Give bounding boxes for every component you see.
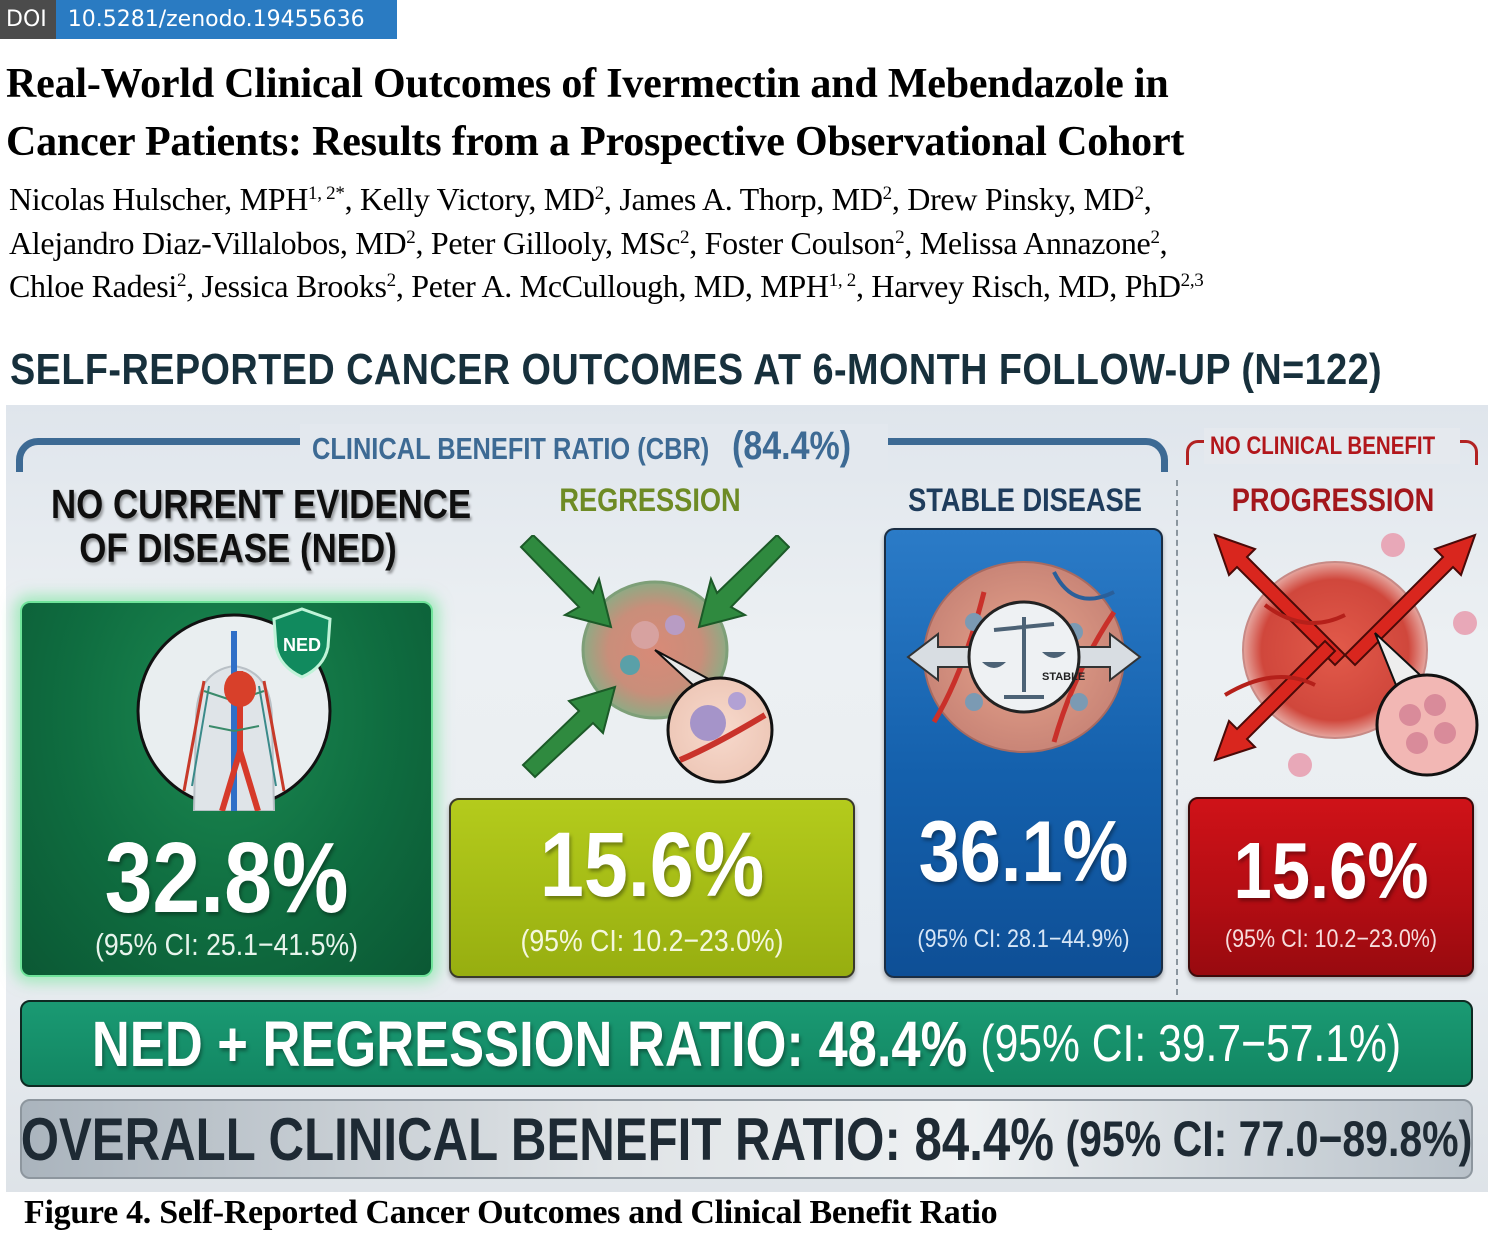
cbr-group-label: CLINICAL BENEFIT RATIO (CBR) (84.4%)	[312, 424, 872, 469]
doi-value[interactable]: 10.5281/zenodo.19455636	[55, 0, 397, 39]
cbr-label-background	[300, 424, 888, 472]
author-affiliation: 2	[1150, 226, 1160, 248]
author-list: Nicolas Hulscher, MPH1, 2*, Kelly Victor…	[9, 181, 1204, 304]
author-affiliation: 2	[176, 270, 187, 291]
author: Melissa Annazone2	[919, 224, 1160, 261]
author-affiliation: 2	[895, 226, 905, 248]
regression-card: 15.6% (95% CI: 10.2−23.0%)	[449, 798, 855, 978]
doi-badge[interactable]: DOI 10.5281/zenodo.19455636	[0, 0, 397, 39]
author: Peter Gillooly, MSc2	[430, 224, 690, 261]
author-affiliation: 2	[882, 183, 893, 204]
author-affiliation: 2	[406, 226, 416, 248]
author-affiliation: 2	[386, 270, 397, 291]
author-affiliation: 1, 2	[828, 270, 857, 291]
ned-regression-label: NED + REGRESSION RATIO: 48.4%	[91, 1007, 968, 1080]
figure-heading: SELF-REPORTED CANCER OUTCOMES AT 6-MONTH…	[10, 345, 1383, 394]
paper-title: Real-World Clinical Outcomes of Ivermect…	[6, 55, 1491, 171]
author: Harvey Risch, MD, PhD2,3	[871, 268, 1204, 304]
overall-cbr-bar: OVERALL CLINICAL BENEFIT RATIO: 84.4% (9…	[20, 1099, 1473, 1179]
author-affiliation: 2	[1134, 183, 1144, 204]
ned-badge-text: NED	[283, 635, 321, 655]
author: Kelly Victory, MD2	[359, 181, 605, 217]
stable-percent: 36.1%	[918, 804, 1129, 900]
doi-label: DOI	[0, 0, 56, 39]
stable-tumor-scale-icon: STABLE	[906, 561, 1142, 753]
progression-ci: (95% CI: 10.2−23.0%)	[1224, 925, 1438, 953]
ned-title-line: NO CURRENT EVIDENCE	[51, 481, 472, 527]
author: Drew Pinsky, MD2	[907, 181, 1144, 217]
ncb-group-label: NO CLINICAL BENEFIT	[1210, 432, 1436, 460]
author-affiliation: 1, 2*	[308, 183, 345, 204]
title-line: Cancer Patients: Results from a Prospect…	[6, 119, 1185, 165]
stable-title: STABLE DISEASE	[908, 482, 1142, 518]
overall-cbr-label: OVERALL CLINICAL BENEFIT RATIO: 84.4%	[20, 1105, 1055, 1173]
author: Jessica Brooks2	[201, 268, 397, 304]
author: Foster Coulson2	[704, 224, 905, 261]
ned-regression-bar: NED + REGRESSION RATIO: 48.4% (95% CI: 3…	[20, 1000, 1473, 1087]
overall-cbr-ci: (95% CI: 77.0−89.8%)	[1065, 1111, 1473, 1167]
author: Alejandro Diaz-Villalobos, MD2	[9, 224, 416, 261]
author-affiliation: 2	[594, 183, 605, 204]
ned-title-line: OF DISEASE (NED)	[79, 525, 397, 571]
ned-ci: (95% CI: 25.1−41.5%)	[94, 927, 359, 962]
author: Nicolas Hulscher, MPH1, 2*	[9, 181, 345, 217]
regression-percent: 15.6%	[539, 814, 765, 916]
group-divider	[1176, 480, 1178, 995]
ned-regression-ci: (95% CI: 39.7−57.1%)	[980, 1014, 1402, 1073]
author: Peter A. McCullough, MD, MPH1, 2	[411, 268, 856, 304]
cbr-label-value: (84.4%)	[732, 424, 852, 468]
ned-title: NO CURRENT EVIDENCE OF DISEASE (NED)	[51, 481, 472, 571]
regression-ci: (95% CI: 10.2−23.0%)	[520, 923, 784, 958]
stable-card: STABLE 36.1% (95% CI: 28.1−44.9%)	[884, 528, 1163, 978]
author-affiliation: 2,3	[1180, 270, 1204, 291]
figure-caption: Figure 4. Self-Reported Cancer Outcomes …	[24, 1194, 998, 1231]
ned-percent: 32.8%	[104, 822, 349, 934]
author: James A. Thorp, MD2	[619, 181, 892, 217]
ned-card: NED 32.8% (95% CI: 25.1−41.5%)	[20, 601, 433, 977]
regression-tumor-icon	[519, 535, 790, 784]
progression-title: PROGRESSION	[1231, 482, 1435, 518]
progression-tumor-icon	[1213, 533, 1479, 777]
stable-badge-text: STABLE	[1042, 671, 1085, 683]
author: Chloe Radesi2	[9, 268, 187, 304]
ned-shield-icon: NED	[272, 607, 332, 679]
progression-percent: 15.6%	[1233, 826, 1429, 915]
regression-title: REGRESSION	[559, 482, 741, 518]
title-line: Real-World Clinical Outcomes of Ivermect…	[6, 61, 1169, 107]
stable-ci: (95% CI: 28.1−44.9%)	[917, 925, 1130, 953]
cbr-label-text: CLINICAL BENEFIT RATIO (CBR)	[312, 431, 710, 466]
ncb-label-background	[1204, 428, 1460, 464]
author-affiliation: 2	[680, 226, 690, 248]
progression-card: 15.6% (95% CI: 10.2−23.0%)	[1188, 797, 1474, 977]
